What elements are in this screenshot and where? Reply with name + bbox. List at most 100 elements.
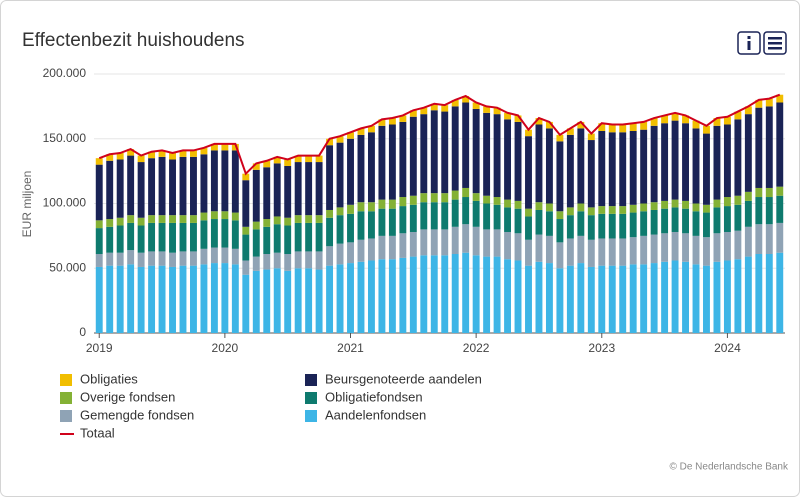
bar-segment [420, 255, 428, 333]
bar-segment [284, 270, 292, 333]
bar-segment [734, 204, 742, 231]
legend-marker [305, 392, 317, 404]
bar-segment [451, 190, 459, 200]
bar-segment [200, 154, 208, 213]
bar-segment [169, 252, 176, 267]
bar-segment [451, 106, 459, 191]
bar-segment [493, 107, 501, 115]
bar-segment [608, 206, 616, 214]
bar-segment [577, 211, 585, 236]
bar-segment [221, 219, 229, 248]
bar-segment [409, 256, 417, 333]
bar-segment [305, 268, 313, 333]
bar-segment [535, 261, 543, 333]
bar-segment [556, 134, 564, 142]
legend-marker [305, 410, 317, 422]
bar-segment [504, 231, 512, 260]
bar-segment [619, 132, 627, 207]
bar-segment [399, 206, 407, 234]
bar-segment [483, 256, 491, 333]
bar-segment [504, 207, 512, 232]
bar-segment [430, 229, 438, 256]
bar-segment [765, 98, 773, 107]
bar-segment [514, 233, 522, 261]
bar-segment [430, 202, 438, 230]
bar-segment [713, 207, 721, 234]
bar-segment [535, 124, 543, 203]
bar-segment [661, 233, 669, 262]
bar-segment [420, 202, 428, 230]
bar-segment [242, 234, 250, 261]
bar-segment [535, 234, 543, 262]
bar-segment [744, 114, 752, 192]
bar-segment [388, 208, 396, 236]
bar-segment [682, 261, 689, 333]
bar-segment [106, 154, 114, 161]
bar-segment [608, 213, 616, 239]
bar-segment [650, 234, 658, 264]
bar-segment [273, 156, 281, 164]
bar-segment [713, 261, 721, 333]
bar-segment [734, 195, 742, 205]
bar-segment [765, 197, 773, 225]
bar-segment [378, 119, 386, 126]
bar-segment [242, 274, 250, 333]
chart-title: Effectenbezit huishoudens [22, 30, 245, 51]
bar-segment [95, 228, 103, 255]
bar-segment [116, 159, 124, 218]
bar-segment [169, 215, 176, 223]
bar-segment [661, 200, 669, 209]
bar-segment [169, 152, 176, 160]
bar-segment [231, 220, 239, 249]
bar-segment [577, 121, 585, 129]
bar-segment [493, 114, 501, 198]
legend-marker [60, 392, 72, 404]
bar-segment [231, 248, 239, 265]
bar-segment [692, 203, 700, 212]
bar-segment [326, 209, 334, 218]
bar-segment [514, 200, 522, 209]
bar-segment [577, 203, 585, 212]
bar-segment [598, 265, 606, 333]
bar-segment [148, 215, 156, 223]
bar-segment [734, 230, 742, 260]
bar-segment [179, 150, 187, 157]
bar-segment [315, 269, 323, 333]
info-button[interactable] [737, 31, 761, 55]
bar-segment [671, 207, 679, 232]
bar-segment [200, 147, 208, 155]
bar-segment [127, 222, 135, 251]
y-axis-label: EUR miljoen [20, 171, 34, 238]
bar-segment [723, 197, 731, 207]
bar-segment [347, 138, 354, 205]
bar-segment [190, 265, 197, 333]
bar-segment [472, 108, 480, 194]
bar-segment [315, 215, 323, 223]
x-tick-label: 2024 [714, 341, 741, 355]
bar-segment [399, 121, 407, 198]
bar-segment [776, 186, 784, 196]
bar-segment [587, 140, 595, 208]
bar-segment [95, 254, 103, 267]
bar-segment [106, 219, 114, 227]
bar-segment [158, 215, 166, 223]
bar-segment [420, 193, 428, 203]
bar-segment [483, 112, 491, 196]
bar-segment [430, 110, 438, 194]
bar-segment [378, 125, 386, 200]
bar-segment [525, 216, 532, 240]
bar-segment [671, 120, 679, 200]
bar-segment [723, 260, 731, 333]
bar-segment [221, 150, 229, 212]
bar-segment [252, 229, 260, 257]
legend-label: Obligatiefondsen [325, 389, 423, 404]
bar-segment [556, 268, 564, 333]
bar-segment [608, 132, 616, 207]
bar-segment [116, 217, 124, 226]
menu-button[interactable] [763, 31, 787, 55]
bar-segment [388, 199, 396, 209]
bar-segment [713, 125, 721, 200]
bar-segment [765, 187, 773, 198]
bar-segment [640, 121, 648, 130]
bar-segment [472, 193, 480, 201]
